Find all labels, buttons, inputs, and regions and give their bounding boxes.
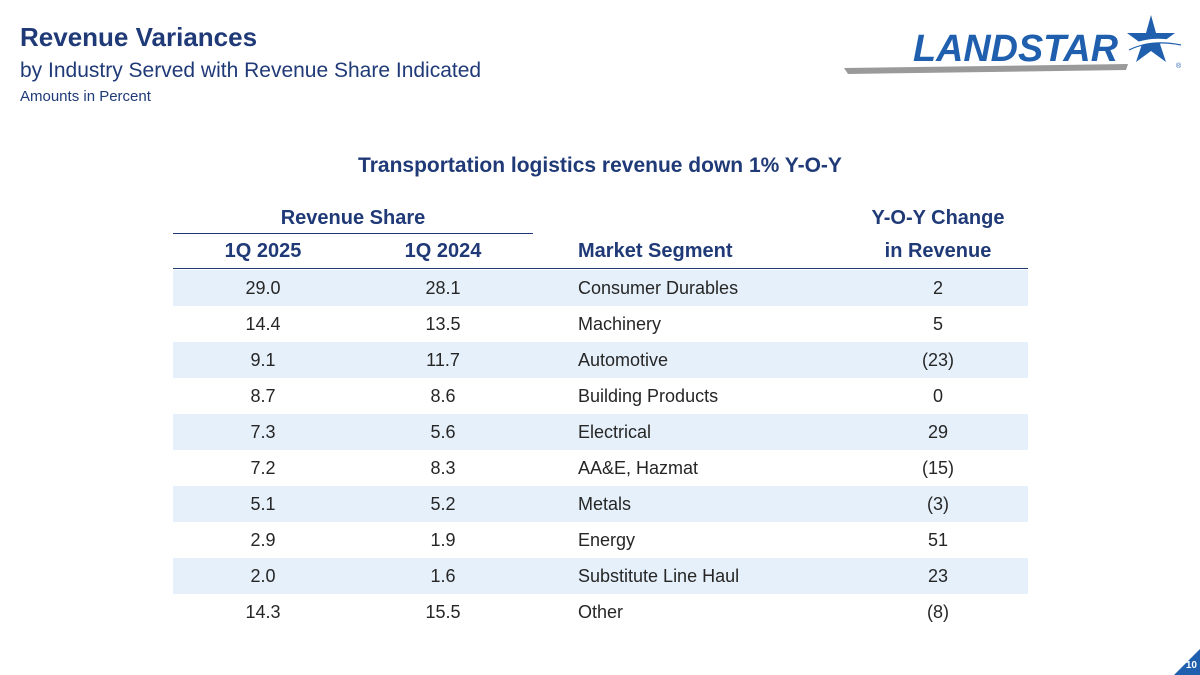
yoy-change: 51 <box>927 530 949 550</box>
market-segment: Other <box>578 602 624 622</box>
page-number-corner: 10 <box>1174 649 1200 675</box>
yoy-change: 5 <box>932 314 943 334</box>
market-segment: Electrical <box>578 422 652 442</box>
table-row: 14.4 13.5 Machinery 5 <box>173 306 1028 342</box>
yoy-change: 0 <box>932 386 943 406</box>
table-row: 8.7 8.6 Building Products 0 <box>173 378 1028 414</box>
yoy-change: (15) <box>921 458 954 478</box>
market-segment: Building Products <box>578 386 719 406</box>
units-note: Amounts in Percent <box>20 88 151 105</box>
share-1q2025: 8.7 <box>250 386 276 406</box>
share-1q2024: 13.5 <box>425 314 461 334</box>
market-segment: Machinery <box>578 314 662 334</box>
registered-mark: ® <box>1176 62 1182 70</box>
col-header-market-segment: Market Segment <box>578 240 733 262</box>
revenue-variance-table: 29.0 28.1 Consumer Durables 2 14.4 13.5 … <box>173 270 1028 630</box>
share-1q2025: 14.3 <box>245 602 281 622</box>
table-row: 5.1 5.2 Metals (3) <box>173 486 1028 522</box>
market-segment: Consumer Durables <box>578 278 739 298</box>
table-row: 2.0 1.6 Substitute Line Haul 23 <box>173 558 1028 594</box>
table-row: 14.3 15.5 Other (8) <box>173 594 1028 630</box>
yoy-change: (3) <box>927 494 949 514</box>
col-header-1q2024: 1Q 2024 <box>404 240 482 262</box>
col-header-yoy-line2: in Revenue <box>884 240 992 262</box>
logo-wordmark: LANDSTAR <box>913 28 1119 70</box>
market-segment: Metals <box>578 494 632 514</box>
share-1q2025: 2.9 <box>250 530 276 550</box>
table-row: 29.0 28.1 Consumer Durables 2 <box>173 270 1028 306</box>
share-1q2025: 29.0 <box>245 278 281 298</box>
yoy-change: 23 <box>927 566 949 586</box>
share-1q2025: 7.3 <box>250 422 276 442</box>
share-1q2024: 5.2 <box>430 494 456 514</box>
share-1q2024: 11.7 <box>426 350 460 370</box>
share-1q2024: 1.6 <box>430 566 456 586</box>
share-1q2024: 28.1 <box>425 278 461 298</box>
col-header-yoy-line1: Y-O-Y Change <box>871 207 1005 229</box>
market-segment: Substitute Line Haul <box>578 566 740 586</box>
share-1q2025: 2.0 <box>250 566 276 586</box>
table-row: 2.9 1.9 Energy 51 <box>173 522 1028 558</box>
share-1q2025: 14.4 <box>245 314 281 334</box>
page-subtitle: by Industry Served with Revenue Share In… <box>20 59 482 82</box>
table-row: 7.3 5.6 Electrical 29 <box>173 414 1028 450</box>
yoy-change: (23) <box>921 350 954 370</box>
share-1q2024: 8.6 <box>430 386 456 406</box>
star-icon <box>1127 15 1182 62</box>
revenue-share-rule <box>173 233 533 234</box>
table-row: 9.1 11.7 Automotive (23) <box>173 342 1028 378</box>
headline: Transportation logistics revenue down 1%… <box>358 154 842 177</box>
landstar-logo: LANDSTAR ® <box>838 12 1188 82</box>
share-1q2025: 9.1 <box>250 350 276 370</box>
page-title: Revenue Variances <box>20 22 258 52</box>
table-row: 7.2 8.3 AA&E, Hazmat (15) <box>173 450 1028 486</box>
yoy-change: (8) <box>927 602 949 622</box>
market-segment: Automotive <box>578 350 669 370</box>
yoy-change: 29 <box>927 422 949 442</box>
share-1q2025: 7.2 <box>250 458 276 478</box>
header-rule <box>173 268 1028 269</box>
col-header-1q2025: 1Q 2025 <box>224 240 302 262</box>
market-segment: Energy <box>578 530 636 550</box>
yoy-change: 2 <box>932 278 943 298</box>
share-1q2024: 8.3 <box>430 458 456 478</box>
market-segment: AA&E, Hazmat <box>578 458 699 478</box>
share-1q2024: 1.9 <box>430 530 456 550</box>
share-1q2025: 5.1 <box>250 494 276 514</box>
share-1q2024: 5.6 <box>430 422 456 442</box>
revenue-share-header: Revenue Share <box>280 207 426 229</box>
share-1q2024: 15.5 <box>425 602 461 622</box>
page-number: 10 <box>1185 660 1197 671</box>
